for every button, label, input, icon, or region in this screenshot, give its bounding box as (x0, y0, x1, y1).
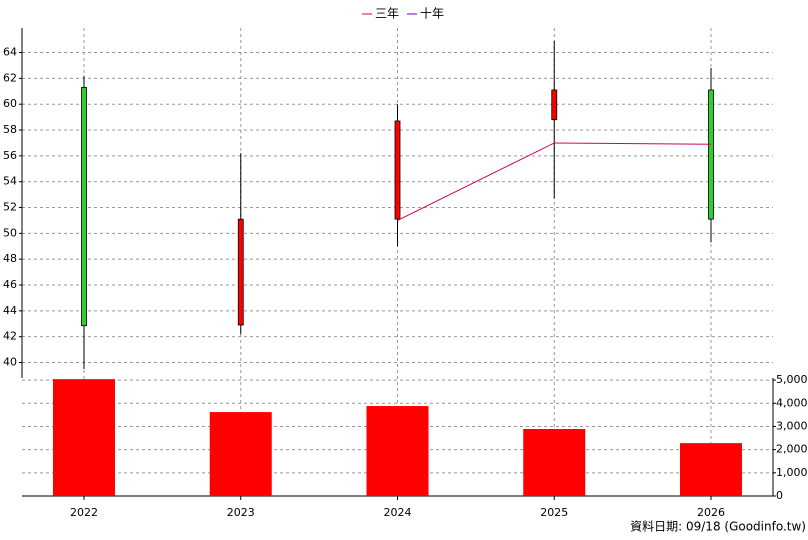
y-tick-label: 60 (3, 97, 17, 110)
y-tick-label: 54 (3, 175, 17, 188)
candle-body (81, 87, 87, 327)
x-tick-label: 2026 (697, 506, 725, 519)
y-tick-label: 62 (3, 71, 17, 84)
x-tick-label: 2025 (540, 506, 568, 519)
candle-body (394, 120, 401, 220)
volume-bar (680, 443, 742, 496)
x-tick-label: 2023 (227, 506, 255, 519)
legend-label: 十年 (420, 7, 444, 21)
y2-tick-label: 3,000 (776, 419, 808, 432)
candle-body (708, 89, 714, 220)
y-tick-label: 56 (3, 149, 17, 162)
y2-tick-label: 0 (776, 489, 783, 502)
ma-line (397, 142, 712, 221)
y-tick-label: 48 (3, 252, 17, 265)
volume-bar (53, 379, 115, 496)
candle-body (551, 89, 558, 121)
y-tick-label: 40 (3, 356, 17, 369)
y-tick-label: 42 (3, 330, 17, 343)
legend-label: 三年 (375, 7, 399, 21)
y-tick-label: 52 (3, 201, 17, 214)
y-tick-label: 64 (3, 46, 17, 59)
candle-body (237, 218, 244, 326)
y-tick-label: 44 (3, 304, 17, 317)
volume-bar (523, 429, 586, 496)
volume-bar (366, 406, 429, 496)
volume-bar (209, 412, 272, 496)
x-tick-label: 2024 (384, 506, 412, 519)
source-note: 資料日期: 09/18 (Goodinfo.tw) (630, 520, 806, 534)
y-tick-label: 46 (3, 278, 17, 291)
y-tick-label: 58 (3, 123, 17, 136)
y-tick-label: 50 (3, 226, 17, 239)
y2-tick-label: 5,000 (776, 373, 808, 386)
y2-tick-label: 4,000 (776, 396, 808, 409)
y2-tick-label: 2,000 (776, 443, 808, 456)
y2-tick-label: 1,000 (776, 466, 808, 479)
x-tick-label: 2022 (70, 506, 98, 519)
